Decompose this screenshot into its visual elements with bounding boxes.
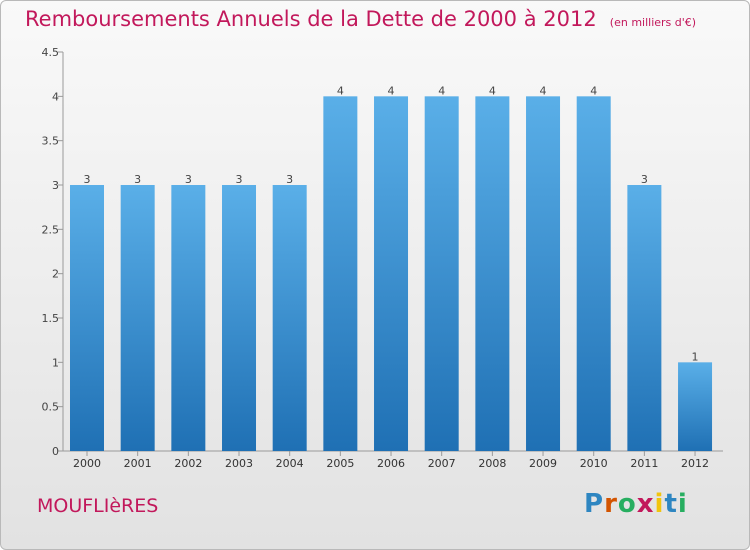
data-labels: 3 3 3 3 3 4 4 4 4 4 4 3 1 [84, 84, 699, 363]
x-tick-label-2012: 2012 [681, 457, 709, 470]
data-label-2002: 3 [185, 173, 192, 186]
title-text: Remboursements Annuels de la Dette de 20… [25, 7, 597, 31]
y-tick-label: 3.5 [42, 135, 60, 148]
chart-title: Remboursements Annuels de la Dette de 20… [25, 7, 696, 31]
y-tick-label: 0 [52, 445, 59, 458]
axes: 0 0.5 1 1.5 2 2.5 3 3.5 4 4.5 2000 2001 2002 2003 2004… [42, 46, 723, 470]
bar-2003 [222, 185, 257, 451]
y-tick-label: 4.5 [42, 46, 60, 59]
bar-2010 [576, 96, 611, 451]
bar-2001 [120, 185, 155, 451]
data-label-2000: 3 [84, 173, 91, 186]
data-label-2012: 1 [692, 350, 699, 363]
data-label-2007: 4 [438, 84, 445, 97]
x-tick-label-2004: 2004 [276, 457, 304, 470]
data-label-2011: 3 [641, 173, 648, 186]
bar-2004 [272, 185, 307, 451]
x-tick-label-2008: 2008 [478, 457, 506, 470]
x-tick-label-2005: 2005 [326, 457, 354, 470]
y-tick-label: 3 [52, 179, 59, 192]
proxiti-logo: Proxiti [584, 489, 688, 519]
x-tick-label-2006: 2006 [377, 457, 405, 470]
data-label-2001: 3 [134, 173, 141, 186]
x-tick-label-2009: 2009 [529, 457, 557, 470]
town-name: MOUFLIèRES [37, 495, 159, 517]
x-tick-label-2007: 2007 [428, 457, 456, 470]
bar-2000 [70, 185, 104, 451]
data-label-2010: 4 [590, 84, 597, 97]
y-tick-label: 2 [52, 268, 59, 281]
x-tick-label-2002: 2002 [174, 457, 202, 470]
y-tick-label: 1 [52, 356, 59, 369]
data-label-2005: 4 [337, 84, 344, 97]
data-label-2006: 4 [388, 84, 395, 97]
bar-2012 [678, 362, 713, 451]
data-label-2004: 3 [286, 173, 293, 186]
bars [70, 96, 713, 451]
y-tick-label: 0.5 [42, 401, 60, 414]
x-tick-label-2000: 2000 [73, 457, 101, 470]
y-tick-label: 1.5 [42, 312, 60, 325]
y-tick-label: 2.5 [42, 223, 60, 236]
data-label-2003: 3 [236, 173, 243, 186]
bar-2011 [627, 185, 662, 451]
bar-2002 [171, 185, 206, 451]
bar-2005 [323, 96, 358, 451]
x-tick-label-2011: 2011 [630, 457, 658, 470]
bar-2006 [374, 96, 409, 451]
bar-2007 [424, 96, 459, 451]
x-tick-label-2010: 2010 [580, 457, 608, 470]
y-tick-label: 4 [52, 90, 59, 103]
x-tick-label-2001: 2001 [124, 457, 152, 470]
data-label-2008: 4 [489, 84, 496, 97]
bar-2009 [526, 96, 561, 451]
data-label-2009: 4 [540, 84, 547, 97]
unit-text: (en milliers d'€) [609, 16, 697, 29]
x-tick-label-2003: 2003 [225, 457, 253, 470]
bar-2008 [475, 96, 510, 451]
